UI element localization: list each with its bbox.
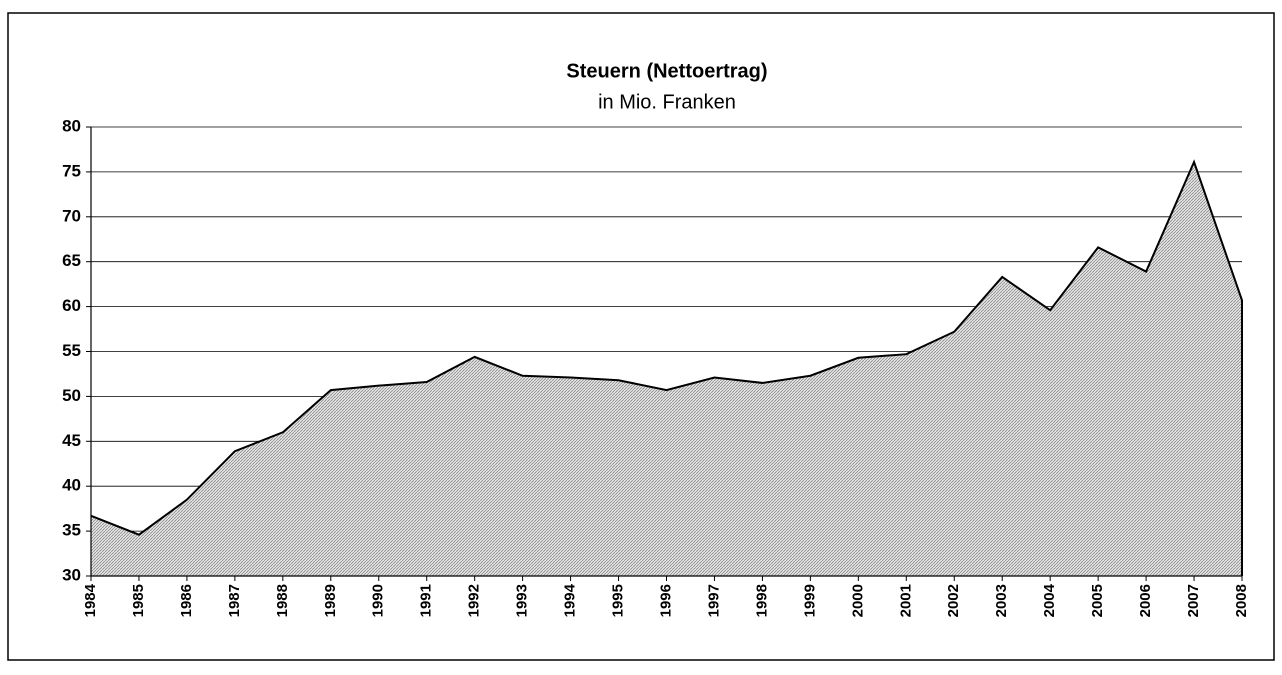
x-tick-label: 1988 [274,584,291,617]
x-tick-label: 2007 [1185,584,1202,617]
chart-title: Steuern (Nettoertrag) [566,60,767,82]
x-tick-label: 1999 [801,584,818,617]
x-tick-label: 2002 [945,584,962,617]
x-tick-label: 1987 [226,584,243,617]
y-tick-label: 40 [62,476,81,495]
x-tick-label: 1990 [370,584,387,617]
x-tick-label: 1998 [753,584,770,617]
x-tick-label: 1989 [322,584,339,617]
x-tick-label: 1986 [178,584,195,617]
y-tick-label: 55 [62,341,81,360]
x-tick-label: 2000 [849,584,866,617]
y-tick-label: 60 [62,296,81,315]
x-tick-label: 2004 [1041,583,1058,617]
y-tick-label: 75 [62,161,81,180]
area-line [90,159,1243,576]
x-tick-label: 1992 [466,584,483,617]
chart-subtitle: in Mio. Franken [598,91,736,113]
x-tick-label: 1995 [610,584,627,617]
x-tick-label: 1991 [418,584,435,617]
x-tick-label: 2001 [897,584,914,617]
y-tick-label: 70 [62,206,81,225]
area [91,162,1242,576]
x-tick-label: 1994 [562,583,579,617]
x-tick-label: 1984 [82,583,99,617]
y-tick-label: 30 [62,565,81,584]
y-tick-label: 35 [62,521,81,540]
x-tick-label: 2005 [1089,584,1106,617]
x-tick-label: 1985 [130,584,147,617]
y-tick-label: 45 [62,431,81,450]
x-tick-label: 1993 [514,584,531,617]
y-tick-label: 65 [62,251,81,270]
chart-frame [7,12,1275,661]
x-tick-label: 1996 [657,584,674,617]
y-tick-label: 80 [62,116,81,135]
x-tick-label: 1997 [705,584,722,617]
y-tick-label: 50 [62,386,81,405]
x-tick-label: 2006 [1137,584,1154,617]
x-tick-label: 2003 [993,584,1010,617]
x-tick-label: 2008 [1233,584,1250,617]
